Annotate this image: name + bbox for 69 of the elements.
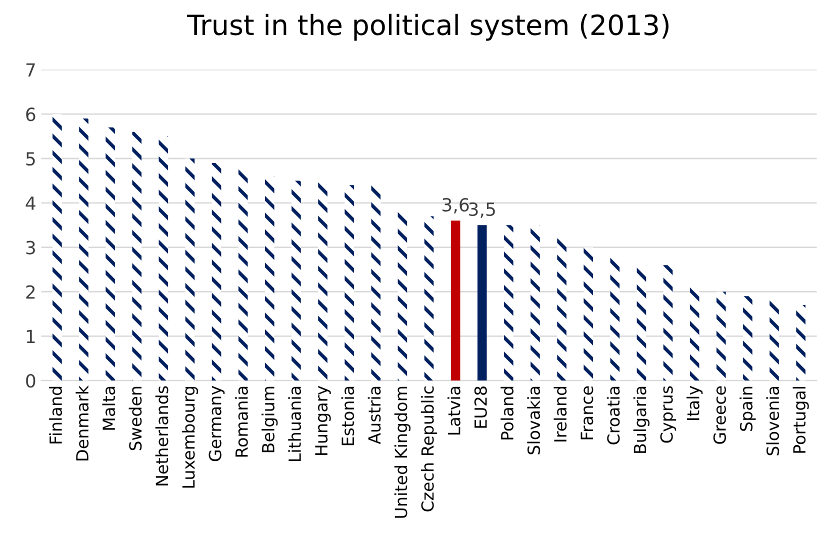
x-tick-label: United Kingdom — [394, 386, 411, 518]
bar — [530, 225, 540, 381]
data-label: 3,6 — [442, 198, 469, 214]
x-tick-label: Slovenia — [766, 386, 780, 456]
bar — [318, 180, 328, 381]
x-tick-label: Slovakia — [527, 386, 540, 454]
x-tick-label: Malta — [102, 386, 116, 430]
bar — [716, 292, 726, 381]
x-tick-label: Finland — [49, 386, 62, 444]
x-tick-label: Czech Republic — [420, 386, 438, 512]
bar — [743, 296, 752, 381]
x-tick-label: Ireland — [554, 386, 567, 442]
x-tick-label: Cyprus — [660, 386, 676, 443]
x-tick-label: Estonia — [341, 386, 354, 446]
y-tick-label: 6 — [26, 108, 36, 122]
y-tick-label: 1 — [26, 330, 35, 344]
x-tick-label: Belgium — [262, 386, 278, 452]
y-tick-label: 3 — [26, 240, 35, 254]
x-tick-label: Denmark — [76, 385, 89, 460]
bar — [636, 265, 646, 381]
bar — [770, 300, 779, 381]
x-tick-label: Poland — [500, 386, 514, 440]
x-tick-label: EU28 — [474, 386, 487, 428]
x-tick-label: Netherlands — [155, 386, 168, 486]
bar — [344, 185, 354, 381]
bar — [398, 212, 408, 381]
bar — [504, 225, 514, 381]
x-tick-label: France — [580, 386, 594, 440]
bar — [185, 158, 195, 381]
x-tick-label: Germany — [208, 386, 225, 462]
x-tick-label: Hungary — [315, 386, 331, 455]
y-tick-label: 2 — [26, 285, 35, 299]
bar — [584, 247, 593, 381]
x-tick-label: Bulgaria — [633, 386, 650, 453]
x-tick-label: Austria — [368, 386, 381, 444]
bar — [557, 238, 566, 381]
bar — [610, 256, 620, 381]
bar — [79, 118, 88, 381]
bar — [663, 265, 673, 381]
bar — [796, 305, 806, 381]
x-tick-label: Romania — [235, 386, 248, 457]
bar — [424, 216, 434, 381]
y-tick-label: 4 — [26, 196, 36, 210]
chart-title: Trust in the political system (2013) — [187, 14, 669, 41]
y-tick-label: 5 — [26, 152, 35, 166]
x-tick-label: Latvia — [447, 386, 460, 435]
x-tick-label: Italy — [686, 386, 703, 420]
bar — [292, 180, 301, 381]
bar — [132, 132, 142, 381]
x-tick-label: Luxembourg — [182, 386, 198, 488]
x-tick-label: Sweden — [128, 386, 142, 450]
x-tick-label: Croatia — [606, 386, 620, 444]
bar — [265, 176, 274, 381]
bar — [371, 185, 381, 381]
data-label: 3,5 — [469, 202, 495, 218]
bar — [450, 220, 460, 381]
x-tick-label: Portugal — [792, 386, 809, 453]
bar — [158, 136, 168, 381]
x-tick-label: Spain — [740, 386, 756, 431]
x-tick-label: Greece — [713, 386, 726, 444]
bar — [690, 287, 700, 381]
bar — [52, 114, 62, 381]
bar — [212, 162, 222, 381]
bar — [238, 167, 248, 381]
bar — [477, 225, 487, 381]
y-tick-label: 0 — [26, 374, 36, 388]
bar — [106, 127, 115, 381]
y-tick-label: 7 — [26, 63, 35, 77]
x-tick-label: Lithuania — [288, 386, 302, 461]
